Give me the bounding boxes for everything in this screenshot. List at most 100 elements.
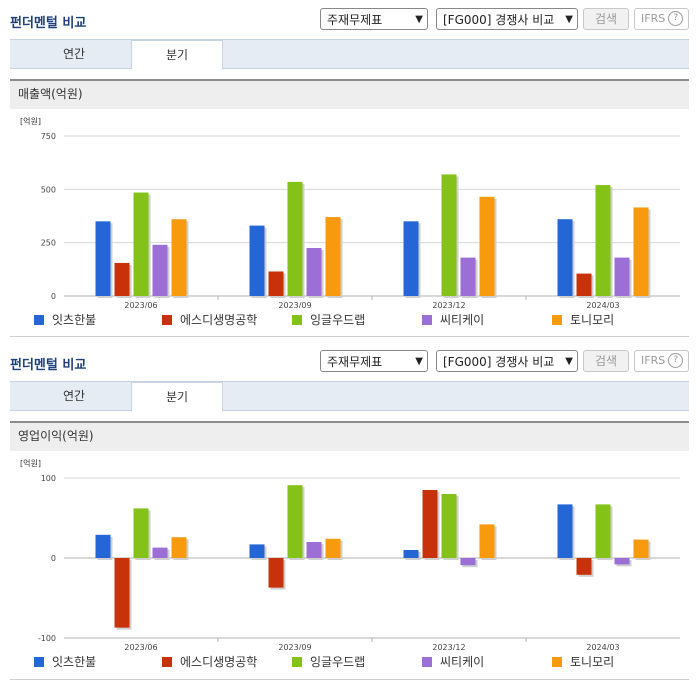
legend-swatch	[34, 656, 44, 667]
legend-item[interactable]: 잇츠한불	[34, 309, 96, 331]
bar	[268, 271, 284, 296]
legend-swatch	[292, 314, 302, 325]
x-tick-label: 2023/06	[124, 301, 157, 308]
chevron-down-icon: ▼	[415, 14, 423, 25]
bar	[325, 538, 341, 558]
tab-annual[interactable]: 연간	[62, 47, 86, 61]
statement-select-value: 주재무제표	[327, 13, 383, 27]
bar	[614, 257, 630, 296]
chevron-down-icon: ▼	[565, 14, 573, 25]
search-button[interactable]: 검색	[583, 8, 629, 30]
statement-select-value: 주재무제표	[327, 355, 383, 369]
operating-profit-bar-chart: [억원] -100 0 100 2023/06 2023/09 2023/12 2024/03	[20, 458, 680, 650]
ifrs-label: IFRS	[641, 12, 666, 25]
bar	[133, 192, 149, 296]
bar	[557, 504, 573, 558]
bar	[171, 537, 187, 558]
y-tick-label: 0	[51, 292, 56, 301]
bar	[114, 558, 130, 628]
legend-label: 토니모리	[570, 313, 615, 327]
bar	[152, 547, 168, 558]
bar	[460, 558, 476, 566]
legend-label: 씨티케이	[440, 655, 485, 669]
panel-header: 펀더멘털 비교 주재무제표 ▼ [FG000] 경쟁사 비교 ▼ 검색 IFRS?	[0, 342, 696, 374]
x-tick-label: 2023/12	[432, 301, 465, 308]
revenue-bar-chart: [억원] 0 250 500 750 2023/06 2023/09 2023/12 2024/…	[20, 116, 680, 308]
legend-item[interactable]: 에스디생명공학	[162, 651, 257, 673]
peer-group-select-value: [FG000] 경쟁사 비교	[443, 13, 555, 27]
tab-annual[interactable]: 연간	[62, 389, 86, 403]
legend-swatch	[292, 656, 302, 667]
legend-item[interactable]: 잉글우드랩	[292, 309, 365, 331]
legend-item[interactable]: 잇츠한불	[34, 651, 96, 673]
legend-swatch	[162, 314, 172, 325]
bar	[306, 542, 322, 558]
peer-group-select-value: [FG000] 경쟁사 비교	[443, 355, 555, 369]
bar	[633, 207, 649, 296]
bar	[287, 485, 303, 558]
legend-item[interactable]: 잉글우드랩	[292, 651, 365, 673]
x-tick-label: 2023/12	[432, 643, 465, 650]
panel-title: 펀더멘털 비교	[10, 16, 87, 31]
bar	[576, 273, 592, 296]
bar	[171, 219, 187, 296]
y-tick-label: 750	[41, 132, 56, 141]
legend-item[interactable]: 씨티케이	[422, 309, 484, 331]
chart-legend: 잇츠한불 에스디생명공학 잉글우드랩 씨티케이 토니모리	[10, 651, 689, 673]
bar	[249, 544, 265, 558]
bar	[614, 558, 630, 565]
legend-label: 잇츠한불	[52, 655, 97, 669]
legend-label: 잇츠한불	[52, 313, 97, 327]
help-icon: ?	[668, 10, 684, 26]
legend-swatch	[34, 314, 44, 325]
bar	[576, 558, 592, 575]
period-tabs: 연간 분기	[10, 381, 689, 412]
panel-header: 펀더멘털 비교 주재무제표 ▼ [FG000] 경쟁사 비교 ▼ 검색 IFRS?	[0, 0, 696, 32]
ifrs-label: IFRS	[641, 354, 666, 367]
legend-item[interactable]: 토니모리	[552, 651, 614, 673]
chart-subtitle: 매출액(억원)	[10, 79, 689, 109]
bar	[287, 181, 303, 296]
x-tick-label: 2024/03	[586, 643, 619, 650]
search-button[interactable]: 검색	[583, 350, 629, 372]
chart-legend: 잇츠한불 에스디생명공학 잉글우드랩 씨티케이 토니모리	[10, 309, 689, 331]
help-icon: ?	[668, 352, 684, 368]
bar	[422, 490, 438, 558]
peer-group-select[interactable]: [FG000] 경쟁사 비교 ▼	[436, 8, 578, 30]
bar	[95, 534, 111, 558]
panel-title: 펀더멘털 비교	[10, 358, 87, 373]
bar	[114, 262, 130, 296]
ifrs-button[interactable]: IFRS?	[634, 350, 689, 372]
tab-quarterly[interactable]: 분기	[131, 382, 223, 412]
legend-swatch	[162, 656, 172, 667]
y-tick-label: -100	[38, 634, 56, 643]
legend-label: 에스디생명공학	[180, 313, 258, 327]
legend-item[interactable]: 토니모리	[552, 309, 614, 331]
legend-item[interactable]: 씨티케이	[422, 651, 484, 673]
bar	[306, 248, 322, 296]
legend-label: 씨티케이	[440, 313, 485, 327]
bar	[479, 196, 495, 296]
y-tick-label: 0	[51, 554, 56, 563]
x-tick-label: 2024/03	[586, 301, 619, 308]
legend-item[interactable]: 에스디생명공학	[162, 309, 257, 331]
statement-select[interactable]: 주재무제표 ▼	[320, 350, 428, 372]
legend-label: 잉글우드랩	[310, 313, 366, 327]
tab-quarterly[interactable]: 분기	[131, 40, 223, 70]
bar	[325, 217, 341, 296]
peer-group-select[interactable]: [FG000] 경쟁사 비교 ▼	[436, 350, 578, 372]
bar	[152, 244, 168, 296]
bar	[460, 257, 476, 296]
statement-select[interactable]: 주재무제표 ▼	[320, 8, 428, 30]
chevron-down-icon: ▼	[565, 356, 573, 367]
y-tick-label: 250	[41, 239, 56, 248]
ifrs-button[interactable]: IFRS?	[634, 8, 689, 30]
bar	[595, 504, 611, 558]
bar	[595, 185, 611, 296]
bar	[441, 494, 457, 558]
bar	[268, 558, 284, 588]
chevron-down-icon: ▼	[415, 356, 423, 367]
bar	[403, 221, 419, 296]
bar	[403, 550, 419, 558]
unit-label: [억원]	[20, 458, 41, 468]
